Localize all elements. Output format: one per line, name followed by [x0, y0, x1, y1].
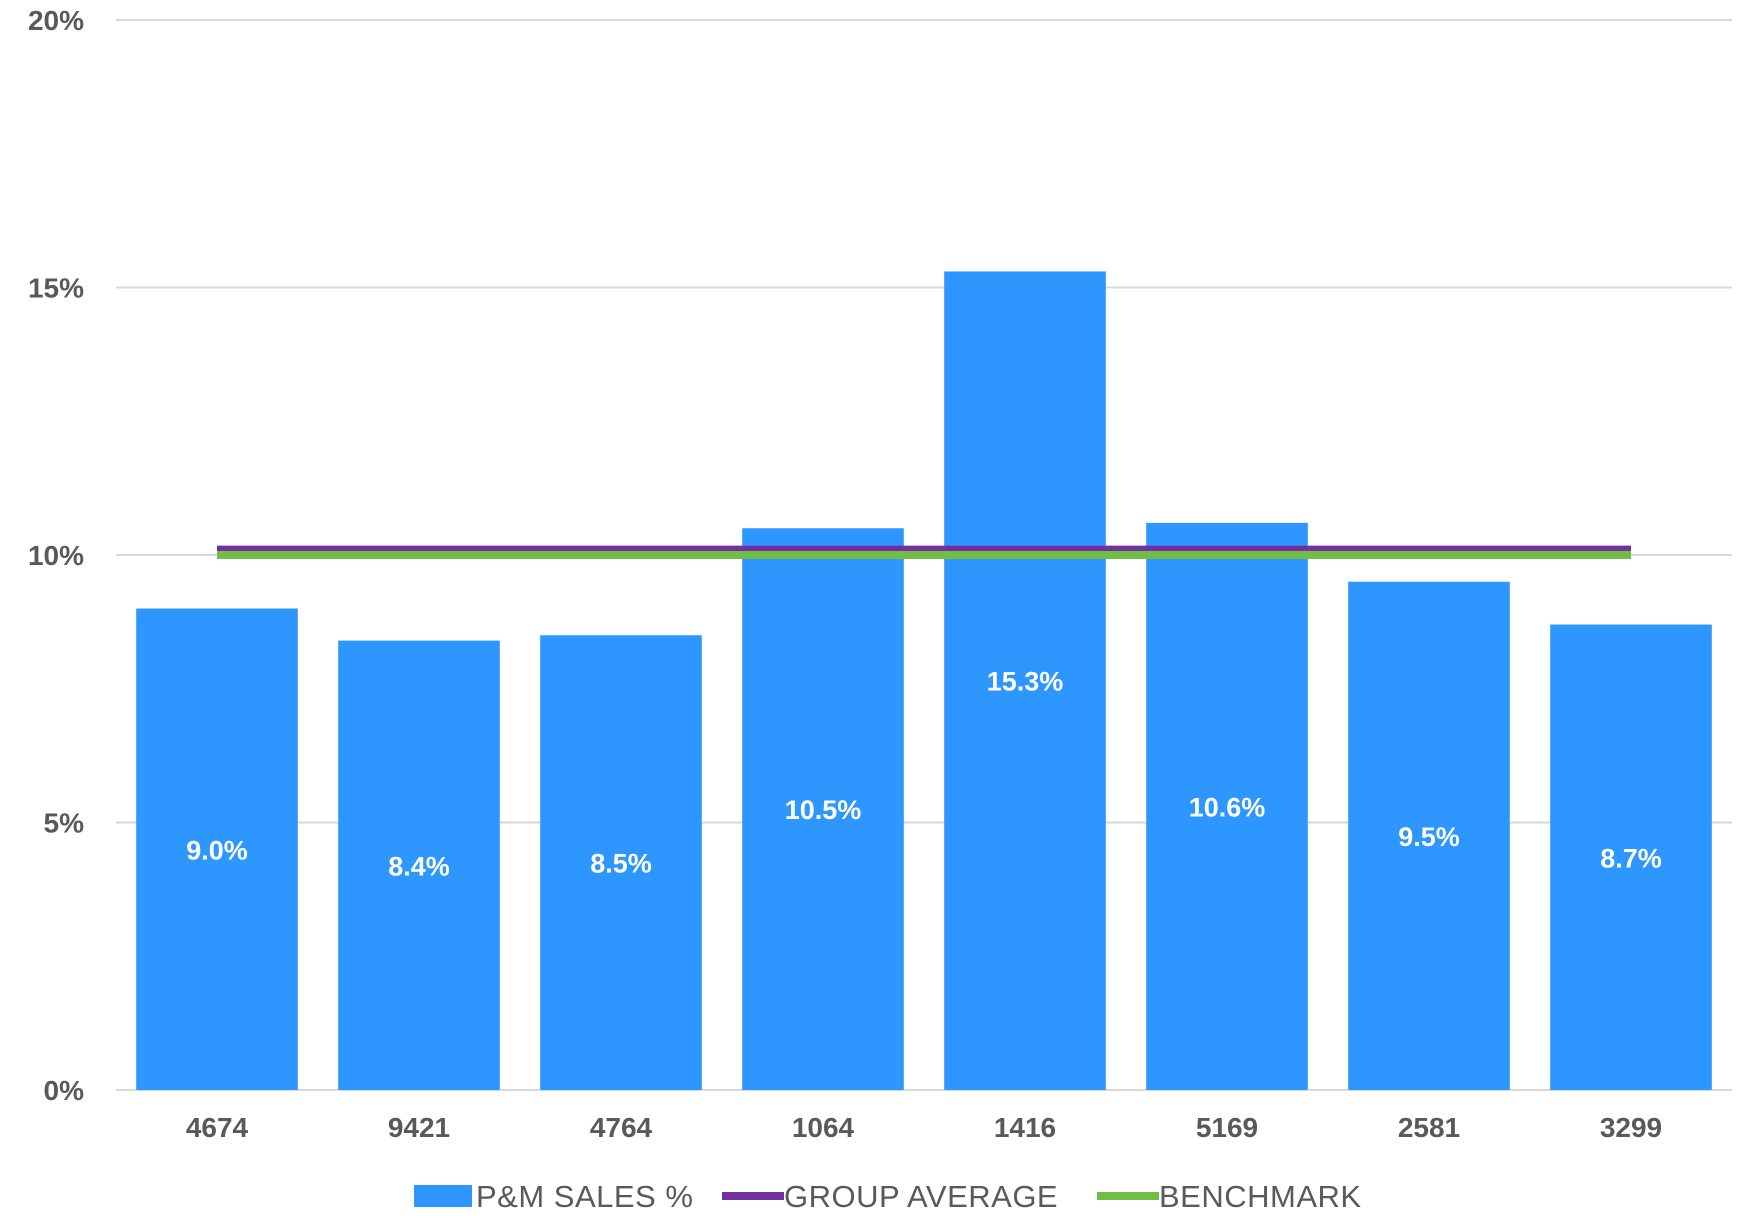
y-tick-label: 5%: [44, 808, 85, 839]
bar: [1348, 581, 1510, 1090]
data-label: 15.3%: [987, 667, 1064, 697]
legend-label: GROUP AVERAGE: [784, 1179, 1058, 1214]
legend-swatch: [1097, 1192, 1159, 1200]
y-tick-label: 15%: [28, 273, 84, 304]
legend-label: BENCHMARK: [1159, 1179, 1362, 1214]
legend-swatch: [414, 1185, 472, 1207]
y-axis-tick-labels: 0% 5% 10% 15% 20%: [28, 5, 84, 1106]
x-category-label: 1416: [994, 1112, 1056, 1143]
bar: [540, 635, 702, 1090]
x-category-label: 4674: [186, 1112, 249, 1143]
data-label: 10.5%: [785, 795, 862, 825]
y-tick-label: 0%: [44, 1075, 85, 1106]
reference-lines: [217, 545, 1631, 559]
data-labels: 9.0% 8.4% 8.5% 10.5% 15.3% 10.6% 9.5% 8.7%: [186, 667, 1662, 882]
x-category-label: 9421: [388, 1112, 450, 1143]
data-label: 8.7%: [1600, 843, 1662, 873]
y-tick-label: 10%: [28, 540, 84, 571]
x-category-label: 5169: [1196, 1112, 1258, 1143]
data-label: 8.5%: [590, 849, 652, 879]
legend-label: P&M SALES %: [476, 1179, 693, 1214]
x-category-label: 3299: [1600, 1112, 1662, 1143]
data-label: 8.4%: [388, 851, 450, 881]
data-label: 9.5%: [1398, 822, 1460, 852]
data-label: 10.6%: [1189, 792, 1266, 822]
bar: [1146, 522, 1308, 1090]
x-category-label: 1064: [792, 1112, 855, 1143]
bar: [742, 528, 904, 1090]
bar: [136, 608, 298, 1090]
bar: [1550, 624, 1712, 1090]
y-tick-label: 20%: [28, 5, 84, 36]
bar: [944, 271, 1106, 1090]
data-label: 9.0%: [186, 835, 248, 865]
bars: [136, 271, 1712, 1090]
bar: [338, 640, 500, 1090]
x-category-label: 4764: [590, 1112, 653, 1143]
legend-swatch: [722, 1192, 784, 1200]
x-category-label: 2581: [1398, 1112, 1460, 1143]
x-axis-category-labels: 4674 9421 4764 1064 1416 5169 2581 3299: [186, 1112, 1662, 1143]
legend: P&M SALES % GROUP AVERAGE BENCHMARK: [414, 1179, 1362, 1214]
